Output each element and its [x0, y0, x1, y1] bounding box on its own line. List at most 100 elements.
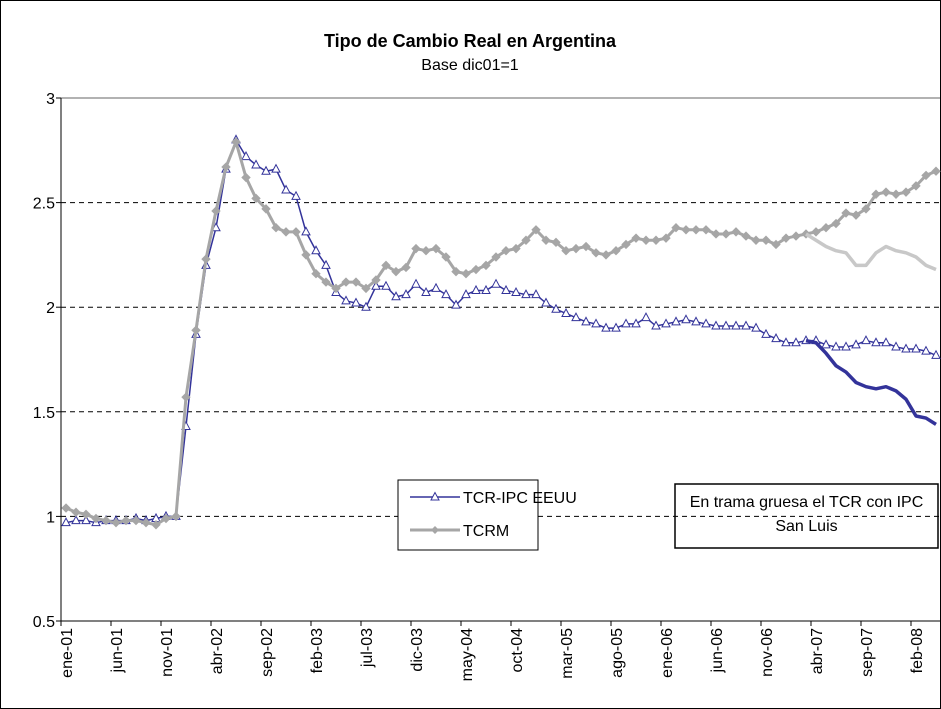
triangle-marker: [321, 259, 331, 269]
diamond-marker: [381, 260, 391, 271]
diamond-marker: [391, 266, 401, 277]
x-tick-label: abr-02: [209, 628, 226, 674]
triangle-marker: [611, 322, 621, 332]
x-tick-label: abr-07: [809, 628, 826, 674]
diamond-marker: [891, 189, 901, 199]
triangle-marker: [921, 345, 931, 355]
triangle-marker: [431, 282, 441, 292]
diamond-marker: [221, 162, 231, 172]
triangle-marker: [681, 314, 691, 324]
legend-marker: [431, 526, 439, 534]
triangle-marker: [911, 343, 921, 353]
diamond-marker: [291, 227, 301, 237]
triangle-marker: [831, 341, 841, 351]
triangle-marker: [81, 515, 91, 525]
triangle-marker: [591, 318, 601, 328]
y-tick-label: 1.5: [33, 405, 55, 422]
diamond-marker: [141, 517, 151, 528]
triangle-marker: [551, 303, 561, 313]
diamond-marker: [101, 515, 111, 526]
x-tick-label: nov-06: [759, 628, 776, 677]
triangle-marker: [661, 318, 671, 328]
triangle-marker: [651, 320, 661, 330]
diamond-marker: [921, 170, 931, 181]
diamond-marker: [771, 239, 781, 250]
triangle-marker: [341, 295, 351, 305]
triangle-marker: [291, 190, 301, 200]
triangle-marker: [541, 297, 551, 307]
diamond-marker: [791, 231, 801, 241]
triangle-marker: [261, 165, 271, 175]
triangle-marker: [791, 337, 801, 347]
diamond-marker: [281, 227, 291, 237]
diamond-marker: [481, 260, 491, 271]
diamond-marker: [681, 225, 691, 235]
diamond-marker: [111, 517, 121, 528]
diamond-marker: [841, 208, 851, 218]
x-tick-label: may-04: [459, 628, 476, 681]
triangle-marker: [691, 316, 701, 326]
diamond-marker: [611, 246, 621, 256]
triangle-marker: [721, 320, 731, 330]
diamond-marker: [581, 241, 591, 252]
triangle-marker: [631, 318, 641, 328]
diamond-marker: [531, 225, 541, 235]
x-tick-label: ago-05: [609, 628, 626, 678]
diamond-marker: [821, 222, 831, 233]
diamond-marker: [431, 243, 441, 254]
diamond-marker: [421, 246, 431, 256]
x-tick-label: nov-01: [159, 628, 176, 677]
x-tick-label: jul-03: [359, 628, 376, 668]
diamond-marker: [661, 233, 671, 243]
triangle-marker: [821, 339, 831, 349]
diamond-marker: [201, 254, 211, 264]
diamond-marker: [351, 277, 361, 287]
diamond-marker: [261, 204, 271, 214]
x-tick-label: ene-06: [659, 628, 676, 678]
triangle-marker: [841, 341, 851, 351]
diamond-marker: [851, 210, 861, 220]
diamond-marker: [341, 277, 351, 287]
diamond-marker: [501, 246, 511, 256]
legend-label: TCR-IPC EEUU: [463, 490, 577, 507]
diamond-marker: [871, 189, 881, 199]
diamond-marker: [461, 269, 471, 279]
annotation-text: En trama gruesa el TCR con IPC San Luis: [689, 494, 924, 535]
series-line: [65, 140, 937, 527]
diamond-marker: [671, 222, 681, 233]
diamond-marker: [711, 229, 721, 239]
triangle-marker: [891, 341, 901, 351]
diamond-marker: [631, 233, 641, 243]
triangle-marker: [471, 284, 481, 294]
triangle-marker: [251, 159, 261, 169]
diamond-marker: [371, 275, 381, 285]
triangle-marker: [501, 284, 511, 294]
triangle-marker: [561, 307, 571, 317]
triangle-marker: [751, 322, 761, 332]
diamond-marker: [911, 181, 921, 191]
thick-line: [805, 232, 937, 272]
diamond-marker: [811, 227, 821, 237]
legend-box: [397, 479, 539, 551]
diamond-marker: [411, 243, 421, 254]
diamond-marker: [61, 503, 71, 513]
diamond-marker: [861, 204, 871, 214]
diamond-marker: [591, 248, 601, 258]
triangle-marker: [531, 289, 541, 299]
triangle-marker: [521, 289, 531, 299]
diamond-marker: [641, 235, 651, 245]
diamond-marker: [331, 283, 341, 294]
diamond-marker: [701, 225, 711, 235]
diamond-marker: [831, 218, 841, 229]
x-tick-label: jun-01: [109, 628, 126, 674]
diamond-marker: [551, 237, 561, 248]
triangle-marker: [281, 184, 291, 194]
diamond-marker: [361, 283, 371, 294]
diamond-marker: [151, 520, 161, 530]
diamond-marker: [651, 235, 661, 245]
triangle-marker: [851, 339, 861, 349]
x-tick-label: sep-02: [259, 628, 276, 677]
triangle-marker: [301, 226, 311, 236]
